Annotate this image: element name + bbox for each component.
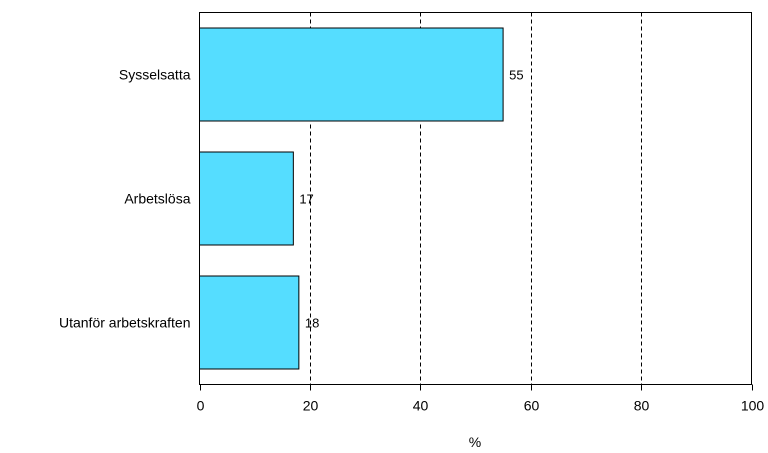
x-tick-label-40: 40 xyxy=(413,398,429,414)
x-tick-label-60: 60 xyxy=(524,398,540,414)
data-label-0: 55 xyxy=(509,68,523,83)
x-axis-title: % xyxy=(469,434,481,450)
x-tick-label-100: 100 xyxy=(741,398,765,414)
gridlines xyxy=(310,12,642,385)
bar-1 xyxy=(199,151,294,246)
x-tick-label-0: 0 xyxy=(197,398,205,414)
x-tick-label-20: 20 xyxy=(303,398,319,414)
category-labels: Sysselsatta Arbetslösa Utanför arbetskraft… xyxy=(59,67,191,331)
data-label-1: 17 xyxy=(299,192,313,207)
category-label-1: Arbetslösa xyxy=(124,191,190,207)
bar-2 xyxy=(199,275,300,370)
bar-0 xyxy=(199,27,504,122)
x-axis-ticks: 0 20 40 60 80 100 xyxy=(197,384,765,414)
category-label-2: Utanför arbetskraften xyxy=(59,315,191,331)
category-label-0: Sysselsatta xyxy=(119,67,191,83)
data-label-2: 18 xyxy=(305,316,319,331)
bars xyxy=(199,27,504,370)
data-labels: 55 17 18 xyxy=(299,68,523,331)
x-tick-label-80: 80 xyxy=(634,398,650,414)
